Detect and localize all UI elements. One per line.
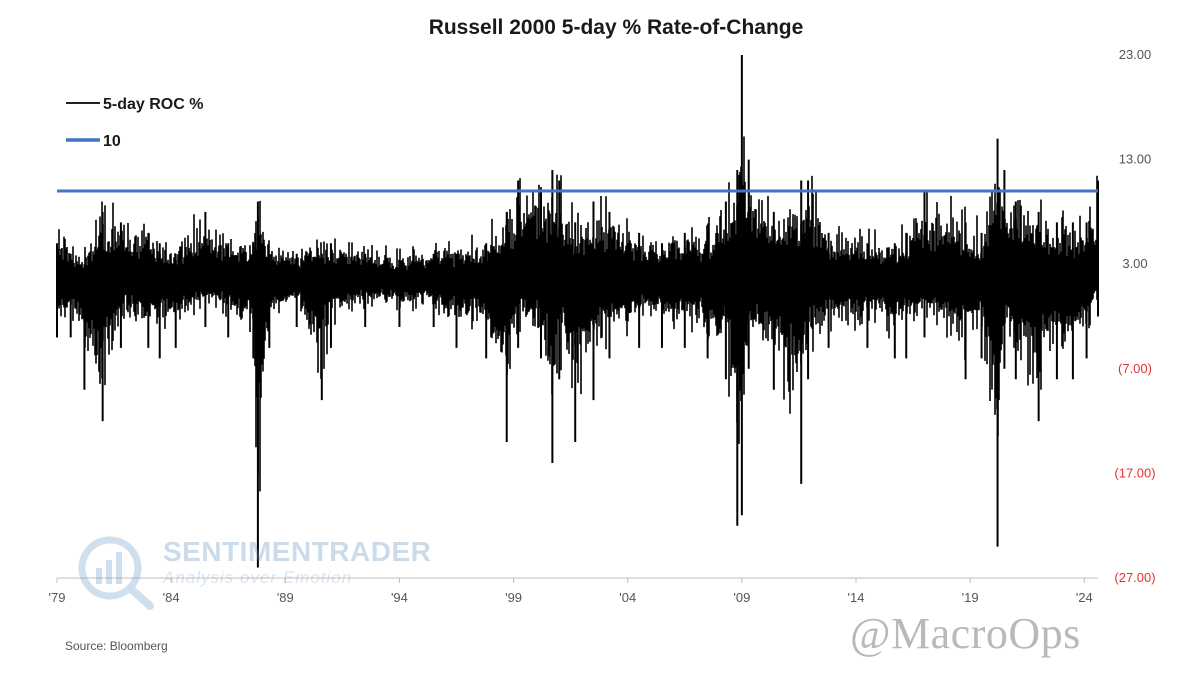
y-tick-label: (27.00) <box>1114 570 1155 585</box>
x-tick-label: '19 <box>962 590 979 605</box>
x-tick-label: '84 <box>163 590 180 605</box>
x-tick-label: '79 <box>49 590 66 605</box>
plot-area <box>56 55 1099 568</box>
y-axis: 23.00 13.00 3.00 (7.00) (17.00) (27.00) <box>1114 47 1155 585</box>
x-tick-label: '99 <box>505 590 522 605</box>
sentimentrader-logo: SENTIMENTRADER Analysis over Emotion <box>70 528 431 612</box>
logo-emblem-icon <box>78 536 154 610</box>
x-tick-label: '24 <box>1076 590 1093 605</box>
chart-title: Russell 2000 5-day % Rate-of-Change <box>428 16 804 39</box>
legend-label: 5-day ROC % <box>103 96 203 113</box>
legend: 5-day ROC % 10 <box>66 96 203 150</box>
x-axis: '79 '84 '89 '94 '99 '04 '09 '14 '19 '24 <box>49 577 1098 605</box>
x-tick-label: '14 <box>848 590 865 605</box>
logo-wordmark: SENTIMENTRADER <box>163 536 432 567</box>
x-tick-label: '04 <box>619 590 636 605</box>
macroops-watermark: @MacroOps <box>850 609 1081 658</box>
y-tick-label: (17.00) <box>1114 465 1155 480</box>
x-tick-label: '09 <box>733 590 750 605</box>
y-tick-label: (7.00) <box>1118 361 1152 376</box>
legend-label: 10 <box>103 133 121 150</box>
y-tick-label: 23.00 <box>1119 47 1152 62</box>
y-tick-label: 3.00 <box>1122 256 1147 271</box>
x-tick-label: '89 <box>277 590 294 605</box>
logo-tagline: Analysis over Emotion <box>163 568 353 587</box>
x-tick-label: '94 <box>391 590 408 605</box>
y-tick-label: 13.00 <box>1119 152 1152 167</box>
source-note: Source: Bloomberg <box>65 639 168 653</box>
